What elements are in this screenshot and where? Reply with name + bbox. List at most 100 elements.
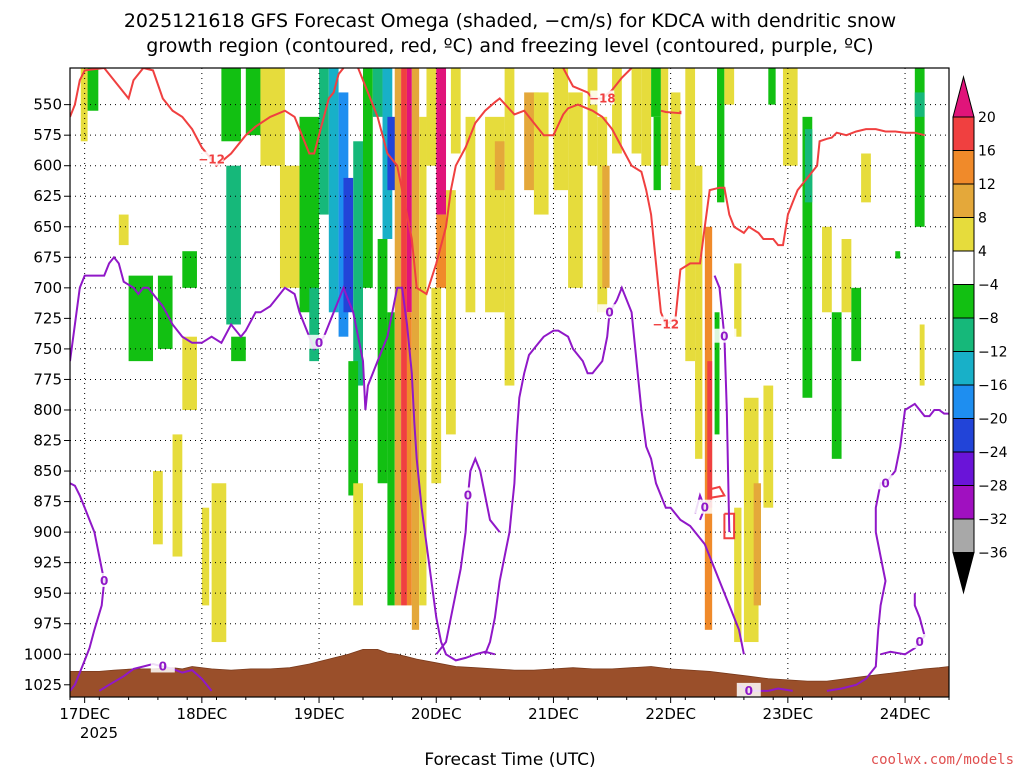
x-axis-title: Forecast Time (UTC)	[424, 750, 595, 768]
terrain	[70, 649, 949, 697]
omega-cell	[450, 68, 461, 154]
x-tick-label: 18DEC	[177, 705, 228, 723]
omega-cell	[353, 483, 363, 606]
y-tick-label: 650	[33, 218, 62, 236]
x-tick-label: 22DEC	[645, 705, 696, 723]
y-tick-label: 1000	[24, 645, 62, 663]
omega-cell	[201, 507, 210, 606]
contour-label-bg	[455, 487, 480, 502]
dendritic-contour-line	[660, 109, 682, 115]
omega-cell	[328, 68, 339, 313]
omega-cell	[446, 190, 456, 435]
credit-text: coolwx.com/models	[871, 752, 1014, 768]
omega-cell	[377, 238, 388, 484]
colorbar-label: −24	[978, 445, 1008, 461]
omega-cell	[653, 116, 661, 191]
colorbar-label: 20	[978, 110, 996, 126]
colorbar-label: −8	[978, 311, 999, 327]
contour-label-bg	[736, 682, 761, 697]
colorbar-bin	[952, 351, 975, 386]
omega-cell	[231, 336, 246, 362]
omega-cell	[406, 68, 412, 313]
colorbar-label: −32	[978, 512, 1008, 528]
freezing-level-contours: 0 0 0 0 0 0 0 0 0 0	[70, 255, 949, 697]
contour-label-bg	[150, 658, 175, 673]
omega-cell	[387, 116, 398, 191]
omega-cell	[734, 507, 742, 643]
omega-cell	[587, 68, 598, 166]
colorbar-bin	[952, 150, 975, 185]
y-tick-label: 725	[33, 309, 62, 327]
omega-cell	[724, 68, 735, 105]
colorbar-bin	[952, 451, 975, 486]
y-tick-label: 825	[33, 432, 62, 450]
omega-cell	[87, 68, 99, 111]
colorbar-label: −36	[978, 546, 1008, 562]
y-tick-label: 1025	[24, 676, 62, 694]
freezing-contour-label: 0	[100, 574, 108, 588]
omega-cell	[299, 116, 320, 313]
colorbar-bin	[952, 384, 975, 419]
omega-cell	[714, 312, 720, 435]
freezing-contour-label: 0	[464, 488, 472, 502]
y-tick-label: 575	[33, 126, 62, 144]
colorbar-bin	[952, 116, 975, 151]
y-tick-label: 700	[33, 279, 62, 297]
freezing-contour-line	[484, 285, 745, 655]
colorbar-label: −16	[978, 378, 1008, 394]
y-axis: 550 575 600 625 650 675 700 725 750 775 800 825 850 8…	[24, 96, 70, 694]
dendritic-contours: −12 −12 −18	[70, 68, 925, 540]
omega-cell	[568, 92, 583, 288]
omega-cell	[919, 324, 925, 386]
dendritic-contour-label: −12	[652, 317, 679, 331]
contour-label-bg	[597, 304, 622, 319]
colorbar-label: 8	[978, 211, 987, 227]
x-tick-label: 20DEC	[411, 705, 462, 723]
omega-cell	[914, 92, 925, 117]
freezing-contour-label: 0	[720, 330, 728, 344]
y-tick-label: 850	[33, 462, 62, 480]
y-tick-label: 975	[33, 615, 62, 633]
x-tick-label: 24DEC	[880, 705, 931, 723]
omega-cell	[861, 153, 871, 203]
freezing-contour-label: 0	[881, 476, 889, 490]
omega-cell	[465, 116, 476, 313]
dendritic-contour-label: −18	[589, 92, 616, 106]
omega-cell	[221, 68, 241, 142]
freezing-contour-label: 0	[315, 336, 323, 350]
x-tick-label: 19DEC	[294, 705, 345, 723]
x-tick-label: 23DEC	[763, 705, 814, 723]
y-tick-label: 550	[33, 96, 62, 114]
omega-cell	[822, 226, 832, 313]
omega-cell	[612, 68, 622, 154]
chart-title-line-2: growth region (contoured, red, ºC) and f…	[146, 35, 873, 57]
y-tick-label: 750	[33, 340, 62, 358]
contour-label-bg	[653, 316, 678, 331]
dendritic-contour-line	[723, 512, 736, 540]
omega-cell	[651, 68, 661, 117]
colorbar: 20 16 12 8 4 −4 −8 −12 −16 −20 −24 −28 −32 −36	[952, 75, 1008, 595]
omega-cell	[851, 287, 862, 362]
omega-cell	[660, 68, 669, 166]
colorbar-bin	[952, 418, 975, 453]
omega-cell	[426, 68, 437, 166]
omega-cell	[118, 214, 129, 246]
y-tick-label: 950	[33, 584, 62, 602]
x-tick-label: 21DEC	[528, 705, 579, 723]
omega-cell	[841, 238, 852, 313]
omega-cell	[226, 165, 241, 325]
contour-label-bg	[692, 499, 717, 514]
colorbar-bin	[952, 518, 975, 553]
omega-cell	[695, 165, 703, 459]
x-axis-year-label: 2025	[80, 724, 118, 742]
colorbar-label: −20	[978, 412, 1008, 428]
omega-cell	[436, 68, 447, 215]
freezing-contour-label: 0	[159, 659, 167, 673]
colorbar-bin	[952, 183, 975, 218]
omega-cell	[768, 68, 776, 105]
omega-cell	[804, 129, 813, 203]
omega-cell	[182, 336, 197, 410]
omega-cell	[685, 68, 696, 362]
omega-cell	[401, 68, 407, 606]
dendritic-contour-label: −12	[198, 153, 225, 167]
